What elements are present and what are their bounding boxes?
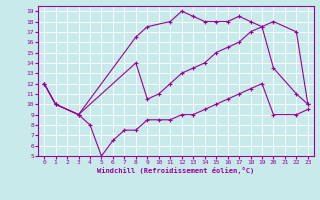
- X-axis label: Windchill (Refroidissement éolien,°C): Windchill (Refroidissement éolien,°C): [97, 167, 255, 174]
